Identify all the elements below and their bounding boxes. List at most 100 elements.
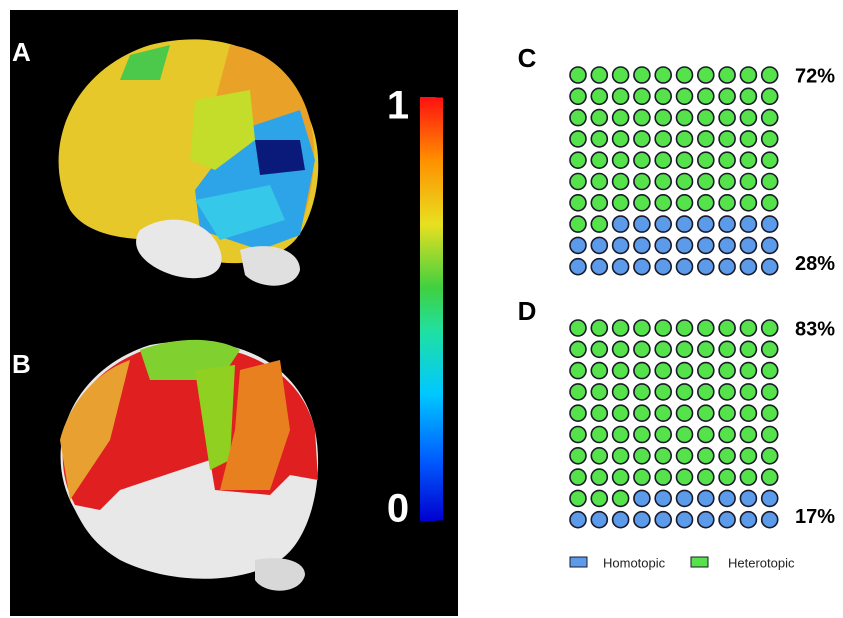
waffle-cell [634,259,650,275]
waffle-cell [591,174,607,190]
waffle-cell [762,131,778,147]
value-label: 28% [795,253,835,275]
waffle-cell [634,320,650,336]
waffle-cell [719,110,735,126]
waffle-cell [655,490,671,506]
waffle-cell [677,405,693,421]
waffle-cell [613,88,629,104]
waffle-cell [613,427,629,443]
waffle-cell [740,405,756,421]
waffle-cell [570,237,586,253]
waffle-cell [613,405,629,421]
waffle-cell [570,110,586,126]
waffle-cell [591,152,607,168]
waffle-cell [634,405,650,421]
waffle-cell [634,131,650,147]
waffle-cell [591,110,607,126]
waffle-cell [762,110,778,126]
waffle-cell [613,490,629,506]
waffle-cell [698,512,714,528]
waffle-cell [634,341,650,357]
waffle-cell [762,469,778,485]
waffle-cell [655,469,671,485]
waffle-cell [655,110,671,126]
waffle-cell [570,405,586,421]
waffle-cell [613,110,629,126]
waffle-cell [762,427,778,443]
waffle-cell [591,341,607,357]
panel-label: B [12,349,31,379]
waffle-cell [719,405,735,421]
waffle-cell [698,384,714,400]
waffle-cell [634,512,650,528]
waffle-cell [570,195,586,211]
waffle-cell [698,131,714,147]
waffle-cell [719,131,735,147]
waffle-cell [698,341,714,357]
panel-label: D [518,296,537,326]
waffle-cell [719,469,735,485]
waffle-cell [613,341,629,357]
waffle-cell [740,448,756,464]
waffle-cell [570,341,586,357]
waffle-cell [677,490,693,506]
waffle-cell [740,195,756,211]
waffle-cell [591,384,607,400]
waffle-cell [570,174,586,190]
waffle-cell [634,110,650,126]
colorbar-tick-label: 0 [387,487,409,531]
waffle-cell [613,237,629,253]
waffle-cell [591,405,607,421]
waffle-cell [677,195,693,211]
waffle-cell [740,469,756,485]
waffle-cell [570,259,586,275]
waffle-cell [762,320,778,336]
waffle-cell [570,363,586,379]
waffle-cell [762,152,778,168]
waffle-cell [634,384,650,400]
waffle-cell [655,320,671,336]
panel-label: C [518,43,537,73]
waffle-cell [719,320,735,336]
waffle-cell [677,363,693,379]
colorbar [420,97,443,521]
waffle-cell [570,152,586,168]
waffle-cell [634,152,650,168]
waffle-cell [677,512,693,528]
waffle-cell [655,363,671,379]
waffle-cell [613,384,629,400]
waffle-cell [698,259,714,275]
legend-swatch [691,557,708,567]
waffle-cell [591,237,607,253]
waffle-cell [677,259,693,275]
waffle-cell [719,384,735,400]
waffle-cell [677,131,693,147]
waffle-cell [655,237,671,253]
waffle-cell [613,174,629,190]
waffle-cell [762,512,778,528]
waffle-cell [740,216,756,232]
waffle-cell [698,448,714,464]
waffle-cell [613,448,629,464]
waffle-cell [570,131,586,147]
waffle-cell [698,67,714,83]
waffle-cell [634,174,650,190]
waffle-cell [740,259,756,275]
waffle-cell [613,131,629,147]
waffle-cell [740,490,756,506]
waffle-cell [762,174,778,190]
waffle-cell [762,490,778,506]
waffle-cell [762,216,778,232]
waffle-cell [762,341,778,357]
waffle-cell [591,490,607,506]
waffle-cell [591,320,607,336]
waffle-cell [719,174,735,190]
waffle-cell [570,427,586,443]
waffle-cell [655,341,671,357]
waffle-cell [655,512,671,528]
waffle-cell [570,469,586,485]
waffle-cell [677,237,693,253]
waffle-cell [698,174,714,190]
waffle-cell [677,320,693,336]
waffle-cell [698,88,714,104]
